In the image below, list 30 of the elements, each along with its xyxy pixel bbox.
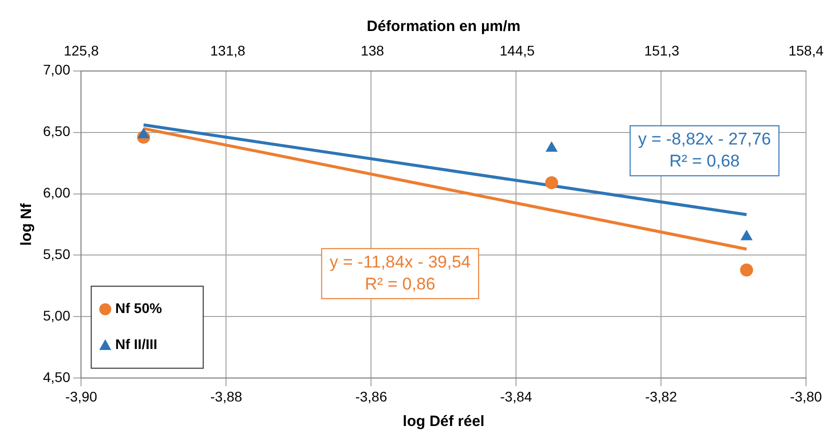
legend-label: Nf 50% (115, 300, 162, 316)
y-tick-label: 7,00 (43, 62, 70, 78)
legend-label: Nf II/III (115, 336, 158, 352)
point (740, 263, 754, 276)
y-tick-label: 6,50 (43, 123, 70, 140)
x-tick-label: -3,82 (645, 388, 678, 404)
point (740, 230, 752, 240)
annotation: y = -8,82x - 27,76 R² = 0,68 (638, 129, 771, 170)
annotation: y = -11,84x - 39,54 R² = 0,86 (330, 252, 471, 294)
x2-axis-title: Déformation en µm/m (366, 18, 520, 36)
y-tick-label: 4,50 (43, 369, 70, 386)
point (138, 128, 150, 138)
x2-tick-label: 144,5 (500, 42, 535, 58)
x2-tick-label: 138 (360, 42, 384, 58)
x2-tick-label: 125,8 (64, 42, 99, 58)
x2-tick-label: 158,4 (788, 42, 824, 58)
x-tick-label: -3,86 (355, 388, 388, 404)
y-axis-title: log Nf (18, 202, 36, 246)
y-tick-label: 6,00 (43, 184, 70, 201)
x-axis-title: log Déf réel (402, 413, 484, 430)
y-tick-label: 5,00 (43, 308, 70, 324)
y-tick-label: 5,50 (43, 246, 70, 262)
x2-tick-label: 151,3 (644, 42, 680, 58)
x-tick-label: -3,90 (65, 388, 98, 404)
x-tick-label: -3,88 (210, 388, 242, 404)
x-tick-label: -3,80 (790, 388, 822, 404)
point (546, 142, 558, 152)
x2-tick-label: 131,8 (210, 42, 246, 58)
point (545, 176, 558, 190)
x-tick-label: -3,84 (500, 388, 532, 404)
